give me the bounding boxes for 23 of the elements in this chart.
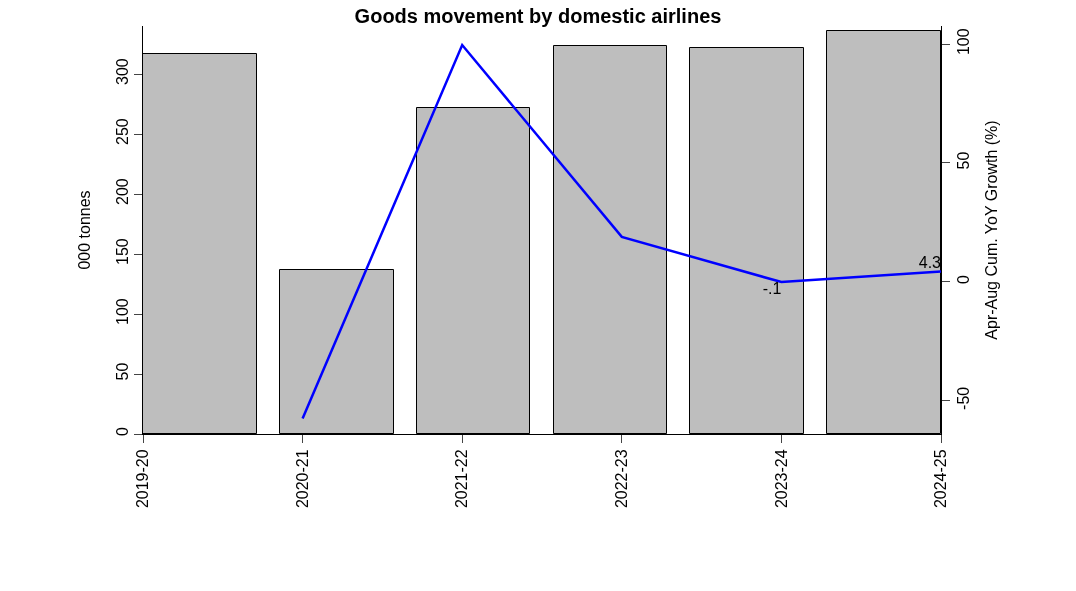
y2-tick-label: 100 [955, 28, 973, 56]
x-tick-label: 2024-25 [932, 449, 950, 509]
x-tick-label: 2019-20 [134, 449, 152, 509]
y2-tick-label: -50 [955, 386, 973, 410]
y-tick-label: 50 [113, 362, 131, 381]
y-tick-label: 250 [113, 118, 131, 145]
y2-tick-label: 50 [955, 151, 973, 170]
x-tick-label: 2023-24 [772, 449, 790, 509]
y2-axis-title: Apr-Aug Cum. YoY Growth (%) [982, 120, 1000, 340]
line-series [301, 43, 941, 420]
x-tick-label: 2021-22 [453, 449, 471, 509]
y-tick-label: 300 [113, 58, 131, 85]
y-tick-label: 200 [113, 178, 131, 205]
data-label: 4.3 [918, 253, 942, 271]
y-axis-title: 000 tonnes [76, 190, 94, 270]
y-tick-label: 100 [113, 298, 131, 325]
x-tick-label: 2020-21 [293, 449, 311, 509]
data-label: -.1 [762, 280, 782, 298]
y-tick-label: 150 [113, 238, 131, 265]
y2-tick-label: 0 [955, 274, 973, 284]
x-tick-label: 2022-23 [613, 449, 630, 509]
chart-title: Goods movement by domestic airlines [354, 4, 722, 27]
y-tick-label: 0 [113, 427, 131, 437]
